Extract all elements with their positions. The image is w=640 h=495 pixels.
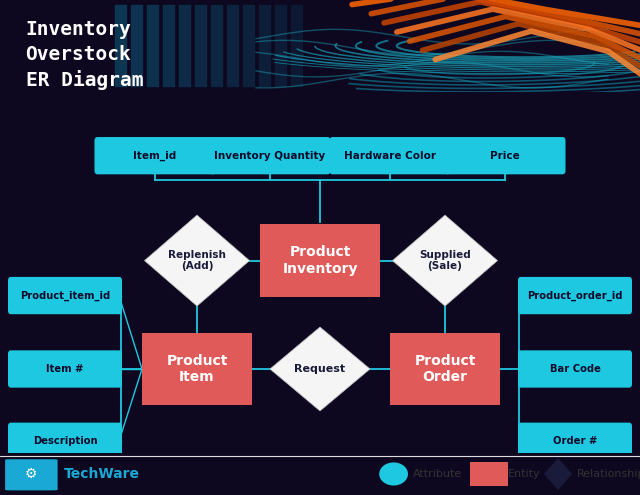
Polygon shape xyxy=(544,458,572,490)
FancyBboxPatch shape xyxy=(8,277,122,314)
Text: ⚙: ⚙ xyxy=(25,467,38,481)
Text: Product
Inventory: Product Inventory xyxy=(282,246,358,276)
Text: Replenish
(Add): Replenish (Add) xyxy=(168,250,226,271)
Bar xyxy=(243,4,255,87)
FancyBboxPatch shape xyxy=(5,459,58,491)
Text: Request: Request xyxy=(294,364,346,374)
Text: Item #: Item # xyxy=(46,364,84,374)
Text: Supplied
(Sale): Supplied (Sale) xyxy=(419,250,471,271)
Bar xyxy=(211,4,223,87)
Bar xyxy=(227,4,239,87)
FancyBboxPatch shape xyxy=(518,277,632,314)
FancyBboxPatch shape xyxy=(95,137,216,174)
Text: Product
Order: Product Order xyxy=(414,354,476,384)
Ellipse shape xyxy=(380,462,408,486)
FancyBboxPatch shape xyxy=(8,350,122,388)
Bar xyxy=(115,4,127,87)
Text: Bar Code: Bar Code xyxy=(550,364,600,374)
Text: Order #: Order # xyxy=(553,436,597,446)
FancyBboxPatch shape xyxy=(209,137,330,174)
Text: Overstock: Overstock xyxy=(26,45,131,64)
FancyBboxPatch shape xyxy=(330,137,451,174)
FancyBboxPatch shape xyxy=(470,462,508,486)
Text: Product
Item: Product Item xyxy=(166,354,228,384)
Polygon shape xyxy=(392,215,497,306)
Text: Price: Price xyxy=(490,150,520,161)
Text: Inventory: Inventory xyxy=(26,20,131,39)
Text: Product_order_id: Product_order_id xyxy=(527,291,623,300)
Bar xyxy=(195,4,207,87)
Bar xyxy=(291,4,303,87)
Text: Attribute: Attribute xyxy=(413,469,462,479)
Text: Item_id: Item_id xyxy=(133,150,177,161)
Text: Description: Description xyxy=(33,436,97,446)
FancyBboxPatch shape xyxy=(8,423,122,460)
Bar xyxy=(147,4,159,87)
FancyBboxPatch shape xyxy=(518,350,632,388)
Text: Hardware Color: Hardware Color xyxy=(344,150,436,161)
FancyBboxPatch shape xyxy=(445,137,566,174)
FancyBboxPatch shape xyxy=(518,423,632,460)
Text: Entity: Entity xyxy=(508,469,540,479)
Bar xyxy=(275,4,287,87)
Text: Inventory Quantity: Inventory Quantity xyxy=(214,150,326,161)
FancyBboxPatch shape xyxy=(142,333,252,405)
Text: TechWare: TechWare xyxy=(64,467,140,481)
Bar xyxy=(259,4,271,87)
Polygon shape xyxy=(270,327,370,411)
Text: Relationship: Relationship xyxy=(577,469,640,479)
Bar xyxy=(179,4,191,87)
Bar xyxy=(163,4,175,87)
Polygon shape xyxy=(145,215,250,306)
FancyBboxPatch shape xyxy=(260,224,380,297)
Text: Product_item_id: Product_item_id xyxy=(20,291,110,300)
Bar xyxy=(131,4,143,87)
Text: ER Diagram: ER Diagram xyxy=(26,70,143,90)
FancyBboxPatch shape xyxy=(390,333,500,405)
